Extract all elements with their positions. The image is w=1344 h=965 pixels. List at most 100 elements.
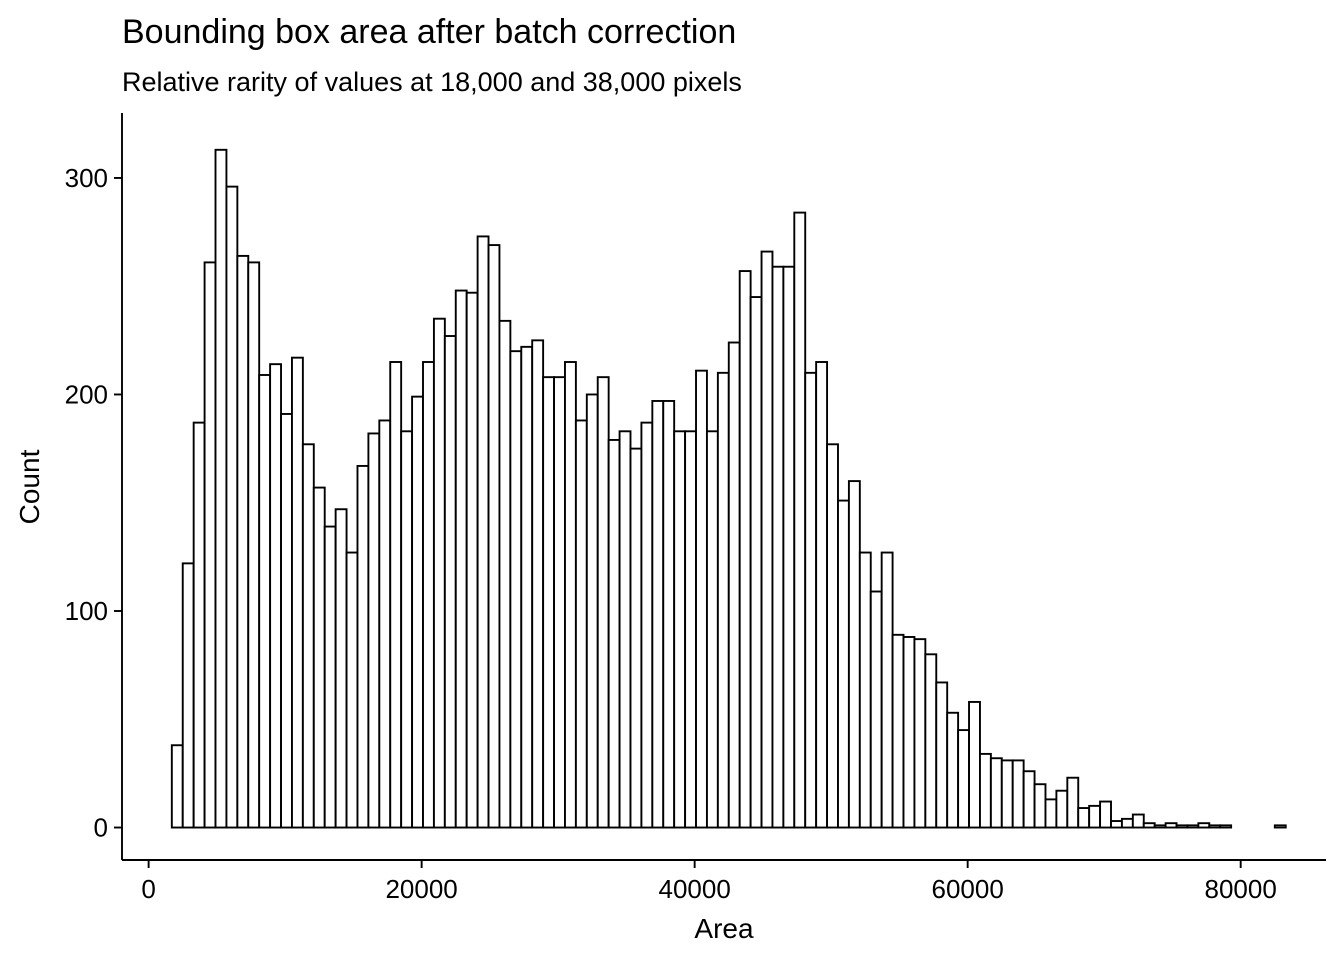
y-tick-label: 100 [65,596,108,626]
y-axis-title: Count [14,449,45,524]
histogram-bar [422,361,435,829]
histogram-bar [695,369,708,829]
histogram-bar [323,525,337,829]
histogram-bar [520,345,534,829]
histogram-bar [181,562,195,829]
histogram-bar [913,638,927,829]
chart-title: Bounding box area after batch correction [122,13,736,51]
histogram-bar [979,752,992,829]
histogram-bar [869,590,883,829]
histogram-bar [192,421,206,829]
histogram-bar [1186,824,1200,829]
histogram-bar [269,363,282,829]
histogram-bar [618,430,632,829]
histogram-bar [880,551,894,829]
y-tick-label: 300 [65,163,108,193]
histogram-bar [629,447,643,829]
histogram-bar [443,335,457,829]
histogram-bar [1022,770,1036,829]
histogram-bar [1142,822,1156,829]
histogram-bar [935,681,949,829]
histogram-bar [1197,822,1211,829]
histogram-bar [847,480,861,829]
histogram-bar [432,317,446,829]
histogram-bar [1175,824,1189,829]
histogram-bar [542,376,555,829]
histogram-bar [1219,824,1233,829]
histogram-bar [891,633,905,829]
x-tick-label: 60000 [932,874,1004,904]
histogram-bar [247,261,261,829]
histogram-bar [957,729,970,829]
y-tick-label: 200 [65,379,108,409]
y-tick-label: 0 [94,813,108,843]
histogram-bar [378,419,392,829]
histogram-bar [1011,759,1025,829]
histogram-bar [564,361,577,829]
x-tick-label: 40000 [658,874,730,904]
histogram-bar [487,244,501,829]
histogram-bar [345,551,359,829]
x-tick-label: 20000 [385,874,457,904]
histogram-bar [924,653,938,829]
y-axis-ticks: 0 100 200 300 [65,163,122,843]
histogram-bar [1131,813,1145,829]
histogram-bar [356,464,370,829]
histogram-bar [760,250,774,829]
histogram-bar [1088,804,1102,829]
histogram-bar [826,443,839,829]
histogram-bar [1000,759,1014,829]
histogram-bar [804,371,818,829]
histogram-bar [946,711,960,829]
histogram-bar [291,356,304,829]
histogram-bar [1044,798,1058,829]
histogram-bar [1164,822,1178,829]
histogram-bar [782,265,796,829]
histogram-bar [738,270,752,829]
histogram-bar [509,350,523,829]
histogram-bar [607,438,621,829]
histogram-bar [684,430,697,829]
histogram-bar [1120,817,1134,829]
histogram-bar [705,430,719,829]
histogram-bar [1055,789,1069,829]
histogram-bar [312,486,326,829]
histogram-bar [225,185,239,829]
histogram-bar [280,413,293,829]
histogram-bar [236,254,250,829]
histogram-bar [531,339,545,829]
histogram-bar [574,419,588,829]
histogram-bar [1077,807,1091,829]
histogram-bar [1099,800,1112,829]
x-axis-title: Area [694,913,754,944]
histogram-bar [258,374,272,829]
histogram-bar [334,508,348,829]
histogram-bar [553,376,566,829]
histogram-bar [585,393,599,829]
histogram-bar [1153,824,1167,829]
histogram-bar [498,319,512,829]
histogram-bar [389,361,403,829]
histogram-bar [1033,783,1047,829]
histogram-bar [837,499,850,829]
histogram-bar [793,211,807,829]
histogram-bar [749,296,763,829]
histogram-bar [170,744,184,829]
x-tick-label: 0 [141,874,155,904]
histogram-bar [1110,820,1123,829]
histogram-bar [989,757,1003,829]
histogram-bar [815,361,829,829]
histogram-bar [400,430,414,829]
histogram-bar [662,400,676,829]
x-axis-ticks: 0 20000 40000 60000 80000 [141,860,1277,904]
histogram-bar [367,432,381,829]
histogram-bar [727,341,741,829]
histogram-bar [476,235,490,829]
histogram-bar [673,430,687,829]
histogram-bar [301,443,315,829]
histogram-bar [203,261,217,829]
histogram-bar [454,289,468,829]
histogram-bar [214,148,228,829]
